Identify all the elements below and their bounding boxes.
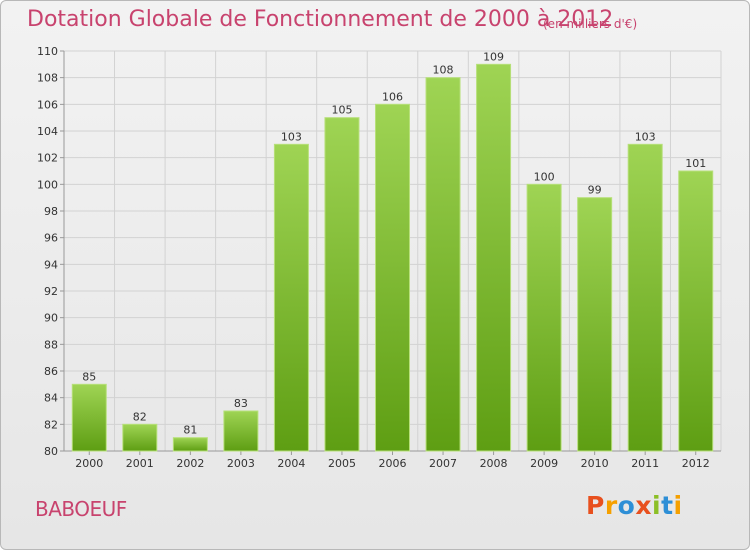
y-tick-label: 106 [37, 98, 58, 111]
x-tick-label: 2011 [631, 457, 659, 470]
proxiti-logo[interactable]: Proxiti [586, 491, 683, 520]
chart-title: Dotation Globale de Fonctionnement de 20… [27, 7, 614, 32]
x-tick-label: 2012 [682, 457, 710, 470]
bar-2010[interactable] [577, 197, 613, 452]
logo-letter: P [586, 491, 605, 520]
y-tick-label: 100 [37, 178, 58, 191]
y-tick-label: 88 [44, 338, 58, 351]
x-tick-label: 2004 [277, 457, 305, 470]
y-tick-label: 110 [37, 45, 58, 58]
y-tick-label: 90 [44, 312, 58, 325]
x-tick-label: 2005 [328, 457, 356, 470]
logo-letter: i [652, 491, 662, 520]
bar-2002[interactable] [172, 437, 208, 452]
y-tick-label: 102 [37, 152, 58, 165]
x-tick-label: 2006 [379, 457, 407, 470]
x-tick-label: 2002 [176, 457, 204, 470]
bar-2012[interactable] [678, 170, 714, 452]
bar-2007[interactable] [425, 77, 461, 452]
y-tick-label: 80 [44, 445, 58, 458]
bar-2000[interactable] [71, 383, 107, 452]
value-label: 101 [685, 157, 706, 170]
value-label: 109 [483, 50, 504, 63]
value-label: 99 [588, 184, 602, 197]
value-label: 103 [281, 130, 302, 143]
value-label: 106 [382, 90, 403, 103]
y-tick-label: 82 [44, 418, 58, 431]
y-tick-label: 96 [44, 232, 58, 245]
y-tick-label: 84 [44, 392, 58, 405]
x-tick-label: 2009 [530, 457, 558, 470]
y-tick-label: 98 [44, 205, 58, 218]
bar-2003[interactable] [223, 410, 259, 452]
y-tick-label: 108 [37, 72, 58, 85]
value-label: 81 [183, 424, 197, 437]
value-label: 82 [133, 410, 147, 423]
bar-2005[interactable] [324, 117, 360, 452]
value-label: 100 [534, 170, 555, 183]
logo-letter: i [673, 491, 683, 520]
bar-2009[interactable] [526, 183, 562, 452]
value-label: 83 [234, 397, 248, 410]
logo-letter: x [635, 491, 652, 520]
y-tick-label: 86 [44, 365, 58, 378]
value-label: 105 [331, 104, 352, 117]
x-tick-label: 2001 [126, 457, 154, 470]
bar-2011[interactable] [627, 143, 663, 452]
bar-2008[interactable] [476, 63, 512, 452]
x-tick-label: 2008 [480, 457, 508, 470]
logo-letter: t [661, 491, 674, 520]
y-tick-label: 104 [37, 125, 58, 138]
bar-2004[interactable] [273, 143, 309, 452]
bar-2001[interactable] [122, 423, 158, 452]
bar-2006[interactable] [375, 103, 410, 452]
commune-name: BABOEUF [35, 497, 127, 521]
value-label: 103 [635, 130, 656, 143]
x-tick-label: 2007 [429, 457, 457, 470]
logo-letter: o [617, 491, 636, 520]
chart-subtitle: (en milliers d'€) [543, 17, 638, 31]
value-label: 85 [82, 370, 96, 383]
bars [71, 63, 714, 452]
y-tick-label: 92 [44, 285, 58, 298]
y-tick-label: 94 [44, 258, 58, 271]
x-tick-label: 2000 [75, 457, 103, 470]
x-tick-label: 2003 [227, 457, 255, 470]
logo-letter: r [604, 491, 618, 520]
value-label: 108 [433, 64, 454, 77]
labels: 80 82 84 86 88 90 92 94 96 98 100 102 104 106 108 110 85… [37, 45, 710, 470]
x-tick-label: 2010 [581, 457, 609, 470]
